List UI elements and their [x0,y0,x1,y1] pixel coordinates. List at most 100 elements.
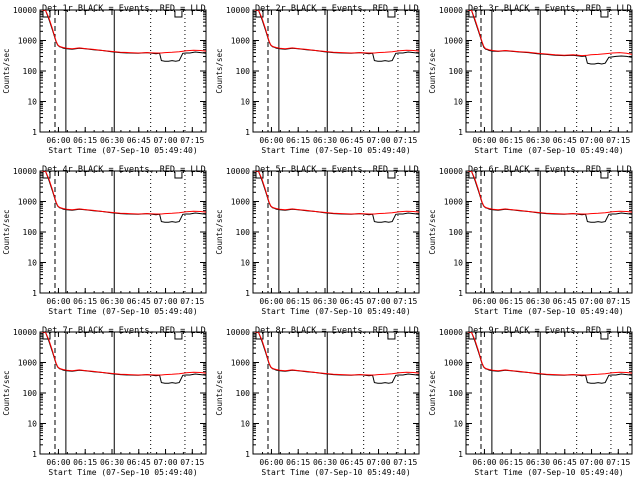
x-tick-label: 06:15 [499,297,523,306]
series-line-events [467,171,632,223]
x-tick-label: 06:15 [286,136,310,145]
x-tick-label: 07:00 [153,297,177,306]
y-tick-label: 10000 [439,6,463,15]
marker-bracket [255,172,264,179]
x-tick-label: 07:15 [393,136,417,145]
y-tick-label: 10 [453,259,463,268]
panel-title: Det 5r BLACK = Events, RED = LLD [255,165,419,175]
chart-panel-2: 1 10 100 1000 10000 06:00 06:15 06:30 06:45 07:00… [215,4,420,155]
y-tick-label: 1 [245,450,250,459]
plot-frame [39,170,207,294]
marker-bracket [600,333,609,340]
y-tick-label: 10000 [226,328,250,337]
y-tick-label: 10 [240,259,250,268]
series-line-lld [467,171,632,215]
series-line-events [467,332,632,384]
y-tick-label: 100 [449,389,464,398]
y-tick-label: 10 [453,98,463,107]
x-tick-label: 07:00 [366,136,390,145]
x-tick-label: 06:00 [259,297,283,306]
plot-frame [39,331,207,455]
y-tick-label: 100 [449,67,464,76]
chart-panel-1: 1 10 100 1000 10000 06:00 06:15 06:30 06:45 07:00… [2,4,207,155]
panel-title: Det 1r BLACK = Events, RED = LLD [42,4,206,14]
y-tick-label: 100 [23,389,38,398]
x-tick-label: 06:30 [526,297,550,306]
y-tick-label: 1 [32,289,37,298]
marker-bracket [468,11,477,18]
y-axis-label: Counts/sec [428,48,437,93]
x-tick-label: 07:00 [153,136,177,145]
y-tick-label: 100 [23,67,38,76]
x-axis-label: Start Time (07-Sep-10 05:49:40) [48,146,197,155]
x-tick-label: 06:00 [472,297,496,306]
marker-bracket [255,333,264,340]
y-tick-label: 100 [236,389,251,398]
marker-bracket [42,11,51,18]
x-axis-label: Start Time (07-Sep-10 05:49:40) [474,146,623,155]
series-line-lld [467,332,632,376]
x-tick-label: 07:00 [366,458,390,467]
x-tick-label: 06:45 [127,297,151,306]
y-axis-label: Counts/sec [428,370,437,415]
y-tick-label: 10 [453,420,463,429]
x-tick-label: 07:15 [180,136,204,145]
x-tick-label: 06:45 [340,458,364,467]
y-tick-label: 10 [27,420,37,429]
marker-bracket [42,333,51,340]
x-axis-label: Start Time (07-Sep-10 05:49:40) [261,468,410,477]
marker-bracket [600,11,609,18]
series-line-events [254,10,419,62]
marker-bracket [387,333,396,340]
series-line-events [254,332,419,384]
y-tick-label: 10000 [226,6,250,15]
y-tick-label: 10 [240,420,250,429]
x-tick-label: 07:15 [606,297,630,306]
x-tick-label: 06:30 [526,458,550,467]
y-axis-label: Counts/sec [215,48,224,93]
y-tick-label: 10000 [13,6,37,15]
panel-title: Det 9r BLACK = Events, RED = LLD [468,326,632,336]
x-axis-label: Start Time (07-Sep-10 05:49:40) [261,307,410,316]
plot-frame [252,331,420,455]
y-tick-label: 10000 [439,328,463,337]
x-tick-label: 07:00 [153,458,177,467]
x-tick-label: 06:15 [73,136,97,145]
x-tick-label: 06:45 [127,136,151,145]
y-tick-label: 10000 [13,167,37,176]
chart-panel-9: 1 10 100 1000 10000 06:00 06:15 06:30 06:45 07:00… [428,326,633,477]
series-line-lld [254,10,419,54]
y-axis-label: Counts/sec [2,209,11,254]
x-tick-label: 06:45 [553,458,577,467]
y-tick-label: 10 [240,98,250,107]
panel-title: Det 7r BLACK = Events, RED = LLD [42,326,206,336]
marker-bracket [468,172,477,179]
x-tick-label: 06:30 [526,136,550,145]
y-tick-label: 1 [32,450,37,459]
x-tick-label: 06:45 [553,136,577,145]
x-tick-label: 06:30 [100,136,124,145]
series-line-events [254,171,419,223]
x-tick-label: 07:15 [180,458,204,467]
x-tick-label: 07:00 [579,458,603,467]
y-tick-label: 100 [236,67,251,76]
panel-title: Det 3r BLACK = Events, RED = LLD [468,4,632,14]
plot-frame [465,331,633,455]
series-line-lld [41,10,206,54]
y-tick-label: 1 [245,128,250,137]
marker-bracket [255,11,264,18]
series-line-lld [467,10,632,57]
marker-bracket [387,11,396,18]
y-tick-label: 100 [236,228,251,237]
x-tick-label: 06:45 [340,297,364,306]
x-tick-label: 06:45 [553,297,577,306]
plot-frame [465,9,633,133]
y-tick-label: 100 [449,228,464,237]
x-tick-label: 07:15 [606,136,630,145]
y-axis-label: Counts/sec [428,209,437,254]
y-tick-label: 1000 [231,37,250,46]
x-axis-label: Start Time (07-Sep-10 05:49:40) [261,146,410,155]
plot-frame [252,170,420,294]
marker-bracket [174,333,183,340]
y-tick-label: 1000 [231,359,250,368]
